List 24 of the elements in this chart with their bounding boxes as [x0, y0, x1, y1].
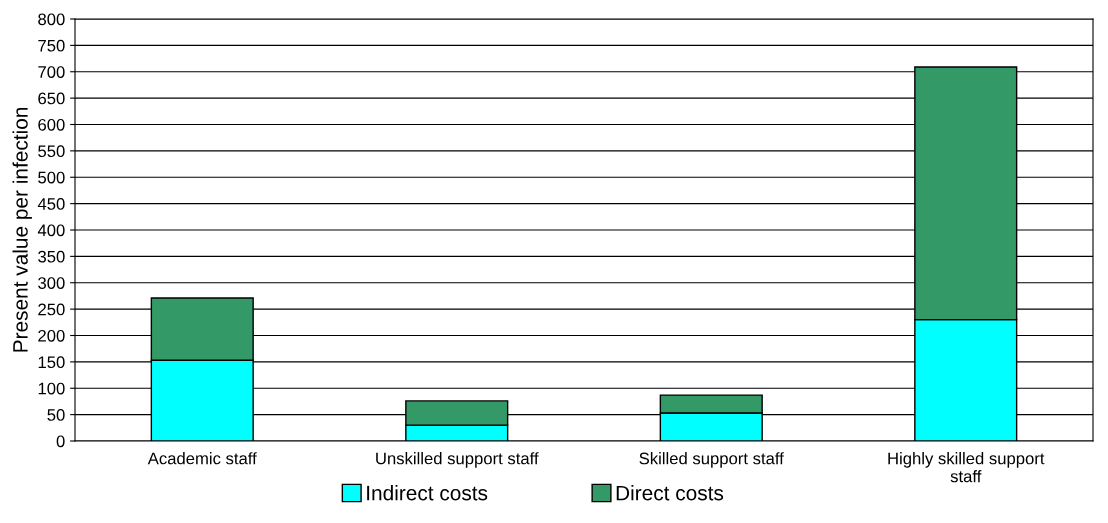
- y-tick-label: 200: [38, 329, 65, 342]
- y-tick-label: 0: [56, 435, 65, 448]
- y-tick-label: 100: [38, 382, 65, 395]
- y-tick-label: 600: [38, 118, 65, 131]
- y-tick-label: 300: [38, 277, 65, 289]
- legend-label: Direct costs: [616, 485, 724, 501]
- y-axis-title: Present value per infection: [12, 108, 32, 352]
- y-tick-label: 150: [38, 356, 65, 369]
- x-tick-label: Unskilled support staff: [376, 452, 539, 468]
- y-tick-label: 750: [38, 39, 65, 52]
- y-tick-label: 50: [47, 409, 65, 421]
- y-tick-label: 350: [38, 250, 65, 263]
- y-tick-label: 550: [38, 145, 65, 158]
- y-tick-label: 250: [38, 303, 65, 316]
- y-tick-label: 650: [38, 92, 65, 105]
- y-tick-label: 700: [38, 66, 65, 78]
- legend-label: Indirect costs: [367, 485, 488, 501]
- x-tick-label: Academic staff: [147, 452, 257, 465]
- y-tick-label: 450: [37, 198, 65, 210]
- y-tick-label: 500: [38, 171, 65, 184]
- y-tick-label: 800: [38, 13, 65, 26]
- x-tick-label: Highly skilled support staff: [888, 452, 1045, 483]
- y-tick-label: 400: [37, 224, 65, 237]
- x-tick-label: Skilled support staff: [639, 452, 784, 468]
